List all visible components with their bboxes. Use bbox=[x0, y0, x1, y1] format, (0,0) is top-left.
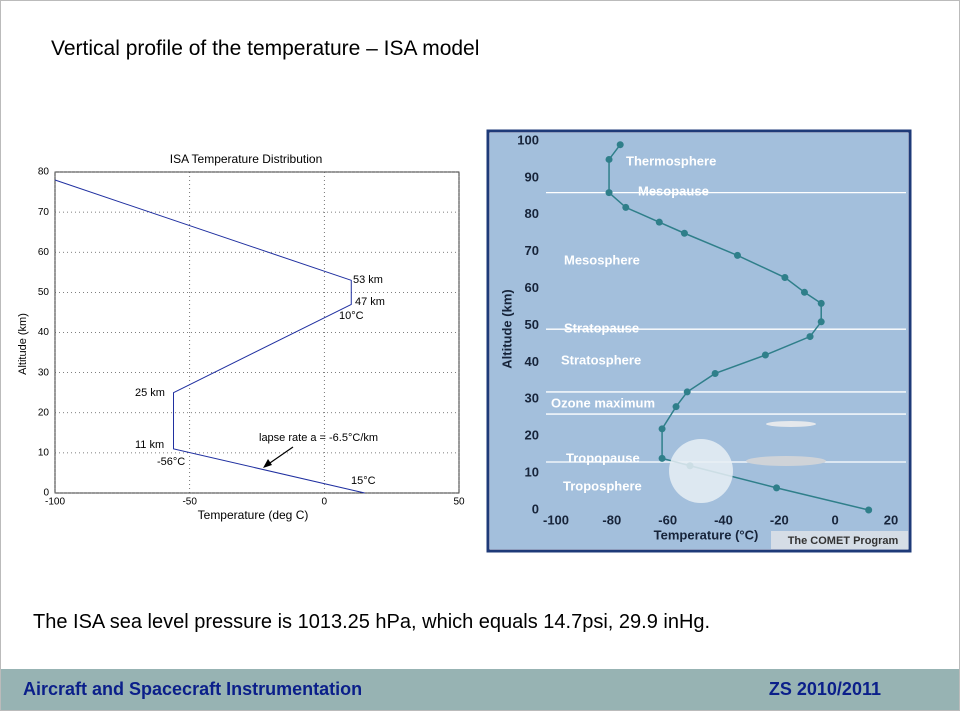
y-tick-label: 0 bbox=[532, 501, 539, 516]
annotation: Stratosphere bbox=[561, 352, 641, 367]
x-tick-label: -100 bbox=[543, 512, 569, 527]
footer-left: Aircraft and Spacecraft Instrumentation bbox=[23, 679, 363, 699]
y-tick-label: 50 bbox=[38, 287, 50, 298]
data-point bbox=[658, 454, 666, 462]
annotation: Stratopause bbox=[564, 320, 639, 335]
y-tick-label: 10 bbox=[525, 465, 539, 480]
y-tick-label: 60 bbox=[38, 247, 50, 258]
y-tick-label: 0 bbox=[43, 488, 49, 499]
slide-title: Vertical profile of the temperature – IS… bbox=[51, 37, 480, 60]
data-point bbox=[817, 299, 825, 307]
data-point bbox=[622, 203, 630, 211]
source-strip bbox=[771, 531, 908, 549]
x-tick-label: 50 bbox=[453, 497, 465, 508]
y-tick-label: 70 bbox=[38, 207, 50, 218]
charts: -100 -50 0 50 0 10 20 30 40 50 60 70 80 ISA Temperatu… bbox=[17, 129, 912, 553]
x-tick-label: -50 bbox=[182, 497, 197, 508]
data-point bbox=[672, 403, 680, 411]
y-tick-label: 40 bbox=[38, 327, 50, 338]
data-point bbox=[733, 251, 741, 259]
x-axis-label: Temperature (deg C) bbox=[198, 508, 309, 522]
body-text: The ISA sea level pressure is 1013.25 hP… bbox=[33, 611, 711, 633]
data-point bbox=[680, 229, 688, 237]
annotation: 11 km bbox=[135, 439, 164, 451]
annotation: lapse rate a = -6.5°C/km bbox=[259, 432, 378, 444]
y-tick-label: 20 bbox=[525, 428, 539, 443]
footer: Aircraft and Spacecraft Instrumentation … bbox=[1, 669, 959, 710]
y-tick-label: 80 bbox=[38, 167, 50, 178]
x-tick-label: -80 bbox=[602, 512, 621, 527]
y-tick-label: 100 bbox=[517, 132, 539, 147]
footer-right: ZS 2010/2011 bbox=[768, 679, 881, 699]
annotation: 47 km bbox=[355, 296, 385, 308]
data-point bbox=[658, 425, 666, 433]
y-tick-label: 70 bbox=[525, 243, 539, 258]
data-point bbox=[865, 506, 873, 514]
data-point bbox=[781, 274, 789, 282]
annotation: Ozone maximum bbox=[551, 395, 655, 410]
annotation: Mesosphere bbox=[564, 252, 640, 267]
airliner bbox=[746, 456, 826, 466]
y-tick-label: 40 bbox=[525, 354, 539, 369]
data-point bbox=[655, 218, 663, 226]
annotation: Troposphere bbox=[563, 478, 642, 493]
y-tick-label: 90 bbox=[525, 169, 539, 184]
data-point bbox=[605, 189, 613, 197]
data-point bbox=[800, 288, 808, 296]
data-point bbox=[806, 333, 814, 341]
data-point bbox=[817, 318, 825, 326]
annotation: 53 km bbox=[353, 274, 383, 286]
annotation: 15°C bbox=[351, 475, 376, 487]
annotation: Thermosphere bbox=[626, 153, 716, 168]
y-tick-label: 80 bbox=[525, 206, 539, 221]
right-frame bbox=[486, 129, 912, 553]
data-point bbox=[616, 141, 624, 149]
annotation: Mesopause bbox=[638, 183, 709, 198]
y-axis-label: Altitude (km) bbox=[499, 289, 514, 368]
data-point bbox=[711, 369, 719, 377]
data-point bbox=[761, 351, 769, 359]
data-point bbox=[683, 388, 691, 396]
y-tick-label: 30 bbox=[38, 367, 50, 378]
arrow bbox=[266, 446, 294, 466]
chart-title: ISA Temperature Distribution bbox=[170, 152, 323, 166]
y-tick-label: 10 bbox=[38, 448, 50, 459]
y-tick-label: 60 bbox=[525, 280, 539, 295]
y-tick-label: 50 bbox=[525, 317, 539, 332]
x-tick-label: -20 bbox=[770, 512, 789, 527]
annotation: Tropopause bbox=[566, 450, 640, 465]
x-tick-label: -40 bbox=[714, 512, 733, 527]
x-tick-label: 0 bbox=[832, 512, 839, 527]
y-tick-label: 30 bbox=[525, 391, 539, 406]
annotation: -56°C bbox=[157, 456, 185, 468]
y-axis-label: Altitude (km) bbox=[17, 313, 29, 375]
source: The COMET Program bbox=[788, 535, 899, 547]
data-point bbox=[773, 484, 781, 492]
annotation: 10°C bbox=[339, 310, 364, 322]
annotation: 25 km bbox=[135, 387, 165, 399]
y-tick-label: 20 bbox=[38, 407, 50, 418]
data-line bbox=[54, 179, 365, 494]
x-tick-label: -100 bbox=[45, 497, 65, 508]
x-tick-label: -60 bbox=[658, 512, 677, 527]
x-axis-label: Temperature (°C) bbox=[654, 527, 759, 542]
x-tick-label: 0 bbox=[322, 497, 328, 508]
jet bbox=[766, 421, 816, 427]
cloud bbox=[669, 439, 733, 503]
x-tick-label: 20 bbox=[884, 512, 898, 527]
data-point bbox=[605, 155, 613, 163]
arrow-head bbox=[263, 459, 272, 468]
